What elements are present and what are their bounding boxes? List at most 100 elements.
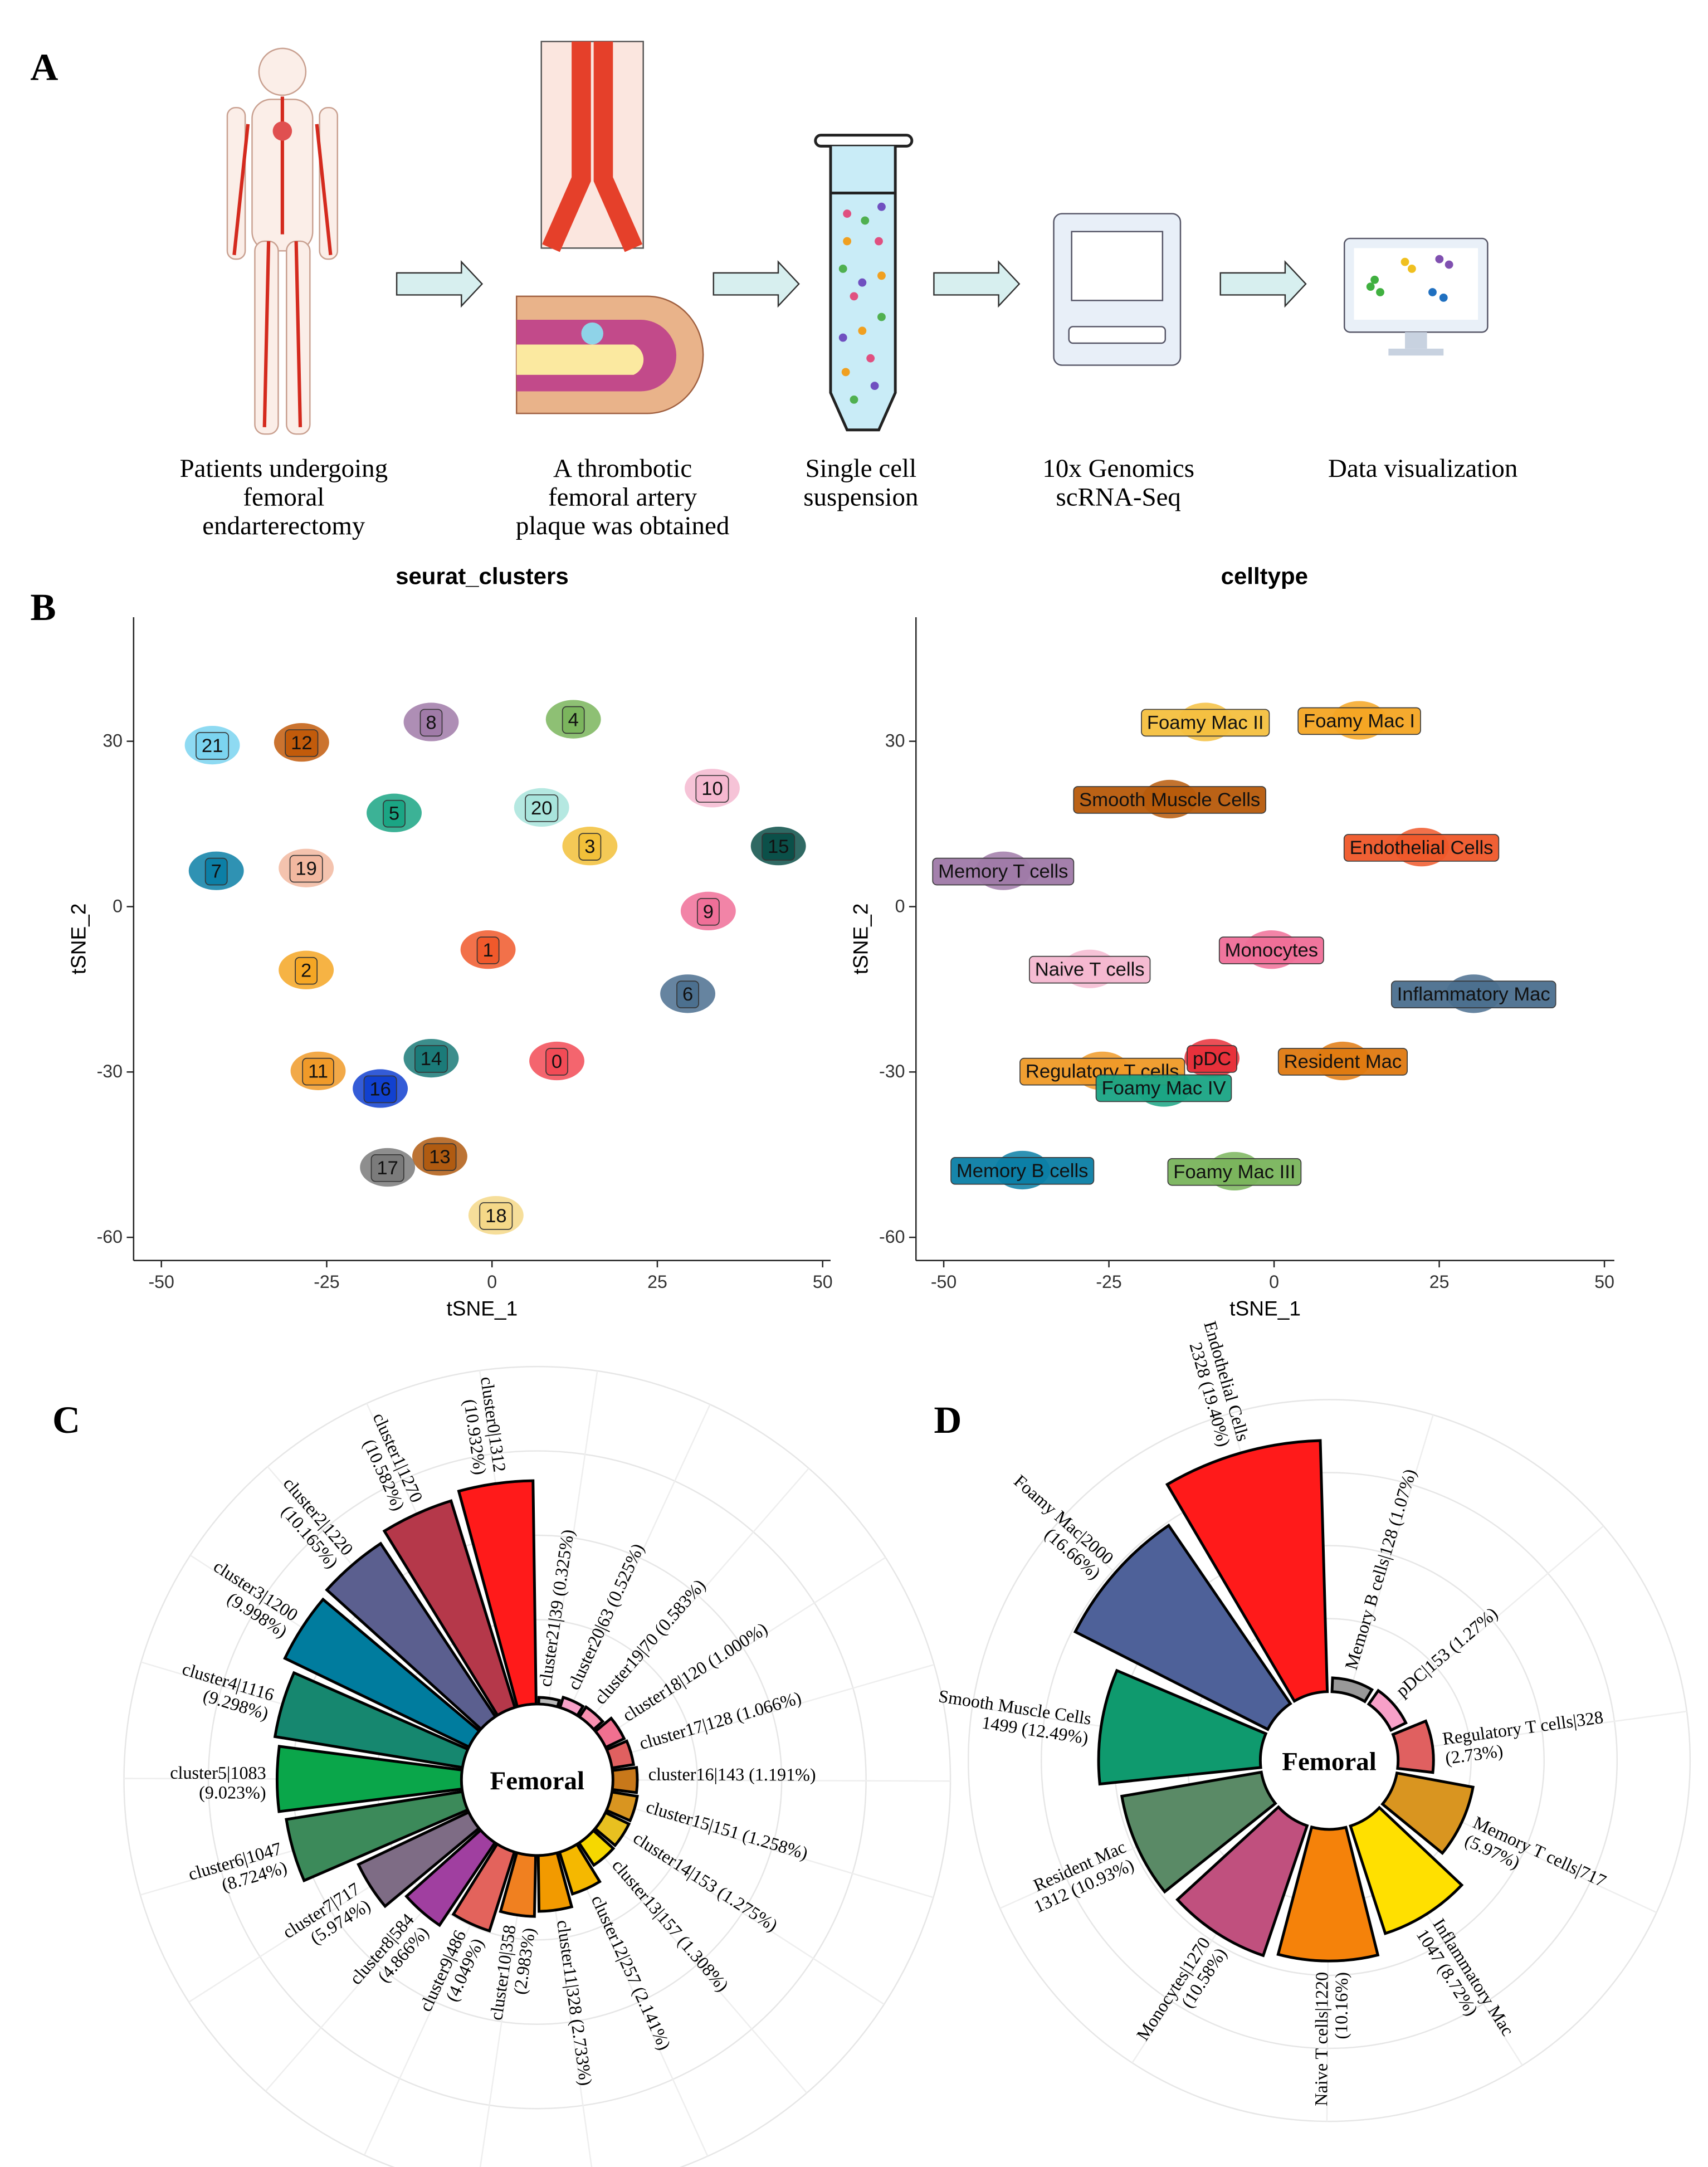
panel-label: A [30, 46, 58, 89]
workflow-step-label: Data visualization [1328, 454, 1517, 483]
bar-label: Endothelial Cells2328 (19.40%) [1181, 1319, 1253, 1448]
bar-label: cluster16|143 (1.191%) [648, 1764, 816, 1785]
cluster-label: Foamy Mac I [1304, 710, 1415, 731]
bar-label: Foamy Mac|2000(16.66%) [997, 1471, 1117, 1583]
bar-label: Memory B cells|128 (1.07%) [1341, 1467, 1420, 1672]
rose-bar [1380, 1771, 1475, 1856]
cluster-label-box [1029, 955, 1151, 984]
chart-title: seurat_clusters [396, 563, 569, 589]
cluster-label: pDC [1193, 1048, 1231, 1070]
polar-spoke [586, 1837, 808, 2093]
cluster-label-box [932, 857, 1075, 886]
workflow-step-label: Single cell suspension [803, 454, 918, 512]
polar-spoke [601, 1556, 886, 1740]
bar-label: cluster6|1047(8.724%) [186, 1838, 289, 1904]
polar-spoke [600, 1820, 885, 2005]
cluster-label-box [476, 936, 500, 964]
cluster-label: 2 [301, 960, 311, 982]
workflow-illustrations [226, 41, 1489, 435]
cluster-label: Endothelial Cells [1350, 837, 1494, 858]
cluster-label-box [414, 1045, 448, 1073]
cluster-label-box [950, 1157, 1095, 1185]
cluster-label: 12 [291, 733, 313, 754]
rose-bar [537, 1696, 562, 1709]
cluster-label: Memory B cells [957, 1160, 1089, 1182]
x-tick-label: -25 [314, 1272, 339, 1292]
cluster-label-box [1218, 936, 1324, 964]
cluster-label-box [1297, 707, 1421, 735]
y-axis-label: tSNE_2 [66, 903, 90, 974]
rose-bar [604, 1739, 636, 1770]
polar-grid [967, 1399, 1691, 2122]
rose-bar [593, 1810, 631, 1848]
cluster-label: Memory T cells [938, 861, 1068, 882]
cluster-label-box [204, 857, 228, 886]
rose-bar [357, 1810, 481, 1909]
x-tick-label: 0 [1269, 1272, 1279, 1292]
y-tick-label: 30 [885, 731, 905, 751]
cluster-label: Foamy Mac IV [1101, 1077, 1226, 1099]
cluster-label: Smooth Muscle Cells [1079, 789, 1260, 811]
cluster-label: 10 [701, 778, 723, 799]
rose-bar [1367, 1688, 1408, 1732]
rose-bar [1073, 1523, 1292, 1731]
cluster-label-box [1167, 1158, 1302, 1186]
center-circle [1263, 1694, 1395, 1827]
bar-label: cluster3|1200(9.998%) [199, 1556, 301, 1642]
cluster-label-box [676, 980, 699, 1009]
cluster-label: 14 [421, 1048, 442, 1070]
bar-label: Monocytes|1270(10.58%) [1133, 1934, 1231, 2055]
rose-bar [1391, 1719, 1435, 1774]
rose-bar [558, 1695, 585, 1717]
polar-spoke [1348, 1414, 1434, 1695]
cluster-label: 20 [531, 798, 553, 819]
cluster-label: Inflammatory Mac [1397, 984, 1550, 1005]
rose-bar [325, 1541, 497, 1731]
x-tick-label: -50 [148, 1272, 174, 1292]
cluster-label: 15 [768, 836, 789, 857]
artery-image [515, 41, 704, 414]
tube-image [814, 134, 914, 432]
rose-bar [273, 1671, 470, 1769]
cluster-label-box [1277, 1048, 1408, 1076]
polar-spoke [609, 1663, 935, 1760]
rose-bar [451, 1842, 516, 1933]
bar-label: cluster2|1220(10.165%) [265, 1473, 358, 1572]
cluster-label: Monocytes [1225, 940, 1318, 961]
cluster-label-box [302, 1057, 334, 1086]
cluster-label: 1 [482, 940, 493, 961]
y-axis-label: tSNE_2 [849, 903, 872, 974]
panel-label: B [30, 585, 56, 628]
cluster-label-box [762, 833, 796, 861]
y-tick-label: -60 [879, 1227, 905, 1247]
bar-label: cluster0|1312(10.932%) [457, 1375, 510, 1476]
center-circle [464, 1706, 611, 1853]
bar-label: Smooth Muscle Cells1499 (12.49%) [934, 1686, 1092, 1748]
chart-title: celltype [1221, 563, 1308, 589]
rose-bar [577, 1705, 605, 1731]
bar-label: cluster1|1270(10.582%) [351, 1410, 427, 1514]
y-tick-label: -30 [879, 1061, 905, 1081]
x-tick-label: 25 [647, 1272, 667, 1292]
x-axis-label: tSNE_1 [447, 1297, 518, 1320]
bar-label: cluster5|1083 (9.023%) [170, 1763, 266, 1803]
polar-spoke [1381, 1525, 1604, 1716]
cluster-label-box [695, 775, 729, 803]
bar-label: Inflammatory Mac1047 (8.72%) [1413, 1915, 1519, 2049]
polar-spoke [568, 1848, 709, 2157]
cluster-label-box [295, 956, 318, 985]
cluster-label-box [1187, 1045, 1237, 1073]
polar-spoke [586, 1468, 809, 1724]
polar-spoke [1397, 1710, 1687, 1752]
cluster-label: 19 [295, 858, 317, 880]
polar-grid [207, 1450, 867, 2110]
y-tick-label: 0 [895, 896, 905, 916]
cluster-label-box [479, 1202, 513, 1230]
x-tick-label: 0 [487, 1272, 497, 1292]
rose-bar [1175, 1805, 1309, 1958]
cluster-label-box [1141, 709, 1270, 737]
bar-label: Naive T cells|1220(10.16%) [1311, 1972, 1351, 2106]
cluster-label-box [545, 1048, 568, 1076]
bar-label: cluster7|717(5.974%) [279, 1878, 374, 1959]
cluster-label: Foamy Mac III [1173, 1161, 1295, 1183]
